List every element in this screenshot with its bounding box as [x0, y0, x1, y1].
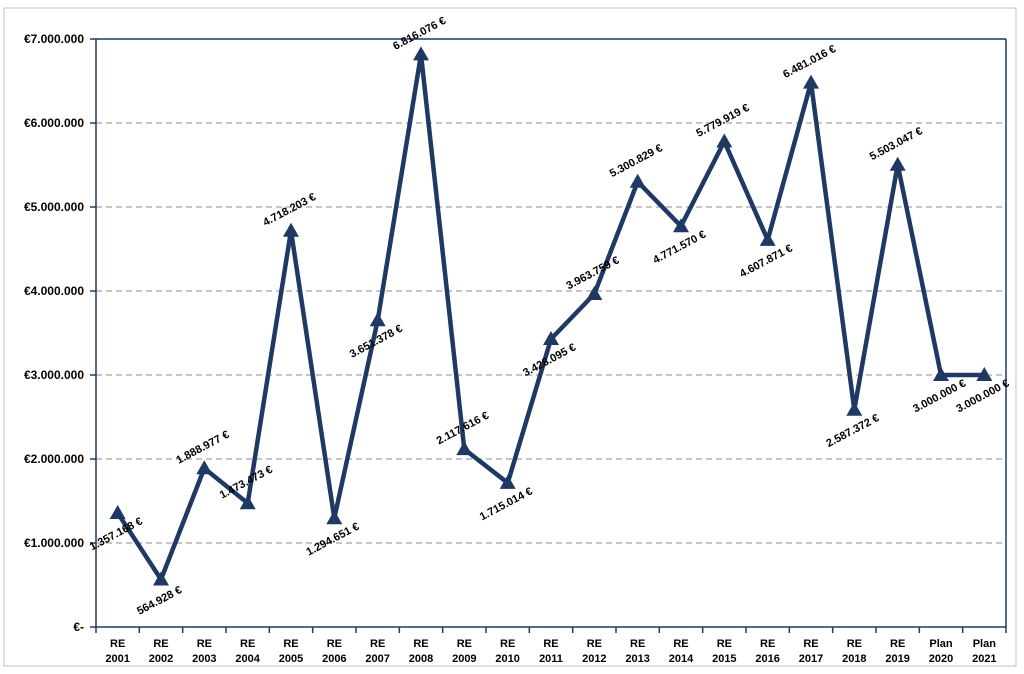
y-tick-label: €3.000.000: [24, 368, 84, 382]
x-tick-label-year: 2019: [885, 653, 909, 665]
data-point-marker: [889, 156, 906, 171]
data-point-marker: [586, 286, 603, 300]
data-point-marker: [933, 367, 949, 381]
x-tick-label: RE: [717, 638, 732, 650]
axes: [90, 38, 1007, 633]
x-tick-label: RE: [197, 638, 212, 650]
x-tick-label: RE: [413, 638, 428, 650]
x-tick-label: RE: [543, 638, 558, 650]
y-tick-label: €5.000.000: [24, 200, 84, 214]
x-tick-label-year: 2007: [365, 653, 389, 665]
y-tick-label: €7.000.000: [24, 32, 84, 46]
x-tick-label: RE: [587, 638, 602, 650]
series-markers: [109, 46, 993, 586]
data-point-marker: [499, 474, 516, 489]
data-point-marker: [109, 505, 126, 519]
x-tick-label: RE: [457, 638, 472, 650]
x-tick-label: Plan: [929, 638, 953, 650]
x-tick-label-year: 2018: [842, 653, 866, 665]
x-tick-label: RE: [630, 638, 645, 650]
chart-frame: [3, 7, 1017, 667]
x-tick-label: Plan: [973, 638, 997, 650]
x-tick-label-year: 2016: [755, 653, 779, 665]
x-tick-label-year: 2012: [582, 653, 606, 665]
x-tick-label-year: 2003: [192, 653, 216, 665]
data-point-marker: [326, 510, 343, 525]
x-tick-label: RE: [370, 638, 385, 650]
data-point-marker: [673, 218, 689, 233]
x-tick-label: RE: [500, 638, 515, 650]
x-tick-label-year: 2021: [972, 653, 996, 665]
x-tick-label: RE: [760, 638, 775, 650]
y-tick-label: €4.000.000: [24, 284, 84, 298]
data-point-marker: [456, 441, 473, 456]
x-tick-label-year: 2011: [539, 653, 563, 665]
x-tick-label: RE: [673, 638, 688, 650]
x-axis-tick-labels: RE 2001 RE 2002 RE 2003 RE 2004 RE 2005 RE 2006 RE 20…: [105, 638, 996, 665]
data-point-marker: [413, 46, 429, 61]
x-tick-label-year: 2006: [322, 653, 346, 665]
x-tick-label-year: 2001: [105, 653, 129, 665]
x-tick-label: RE: [803, 638, 818, 650]
data-point-marker: [239, 495, 256, 510]
x-tick-label-year: 2020: [929, 653, 953, 665]
y-tick-label: €2.000.000: [24, 452, 84, 466]
x-tick-label-year: 2009: [452, 653, 476, 665]
data-point-marker: [803, 74, 819, 89]
x-tick-label-year: 2017: [799, 653, 823, 665]
x-tick-label-year: 2013: [625, 653, 649, 665]
x-tick-label-year: 2010: [495, 653, 519, 665]
data-point-marker: [196, 460, 213, 475]
gridlines: [96, 122, 1006, 544]
data-point-marker: [759, 231, 776, 246]
y-axis-tick-labels: €- €1.000.000 €2.000.000 €3.000.000 €4.000.0…: [24, 32, 84, 634]
x-tick-label-year: 2014: [669, 653, 694, 665]
x-tick-label: RE: [283, 638, 298, 650]
data-point-marker: [543, 331, 559, 345]
data-point-marker: [976, 367, 993, 381]
x-tick-label-year: 2015: [712, 653, 736, 665]
y-tick-label: €-: [73, 620, 84, 634]
x-tick-label-year: 2008: [409, 653, 433, 665]
data-point-marker: [629, 173, 646, 188]
data-point-marker: [283, 222, 299, 237]
y-tick-label: €1.000.000: [24, 536, 84, 550]
data-point-marker: [846, 401, 863, 416]
x-tick-label-year: 2004: [235, 653, 260, 665]
data-point-marker: [153, 571, 169, 586]
x-tick-label: RE: [327, 638, 342, 650]
x-tick-label: RE: [847, 638, 862, 650]
data-point-marker: [369, 312, 386, 327]
x-tick-label-year: 2002: [149, 653, 173, 665]
x-tick-label: RE: [153, 638, 168, 650]
x-tick-label: RE: [890, 638, 905, 650]
y-tick-label: €6.000.000: [24, 116, 84, 130]
x-tick-label: RE: [110, 638, 125, 650]
data-point-marker: [716, 133, 733, 148]
x-tick-label: RE: [240, 638, 255, 650]
x-tick-label-year: 2005: [279, 653, 303, 665]
